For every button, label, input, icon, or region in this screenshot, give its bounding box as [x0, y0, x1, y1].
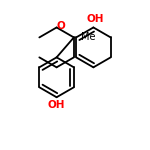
Text: OH: OH	[48, 100, 65, 110]
Text: OH: OH	[86, 14, 104, 24]
Text: Me: Me	[81, 32, 95, 42]
Text: O: O	[56, 21, 65, 31]
